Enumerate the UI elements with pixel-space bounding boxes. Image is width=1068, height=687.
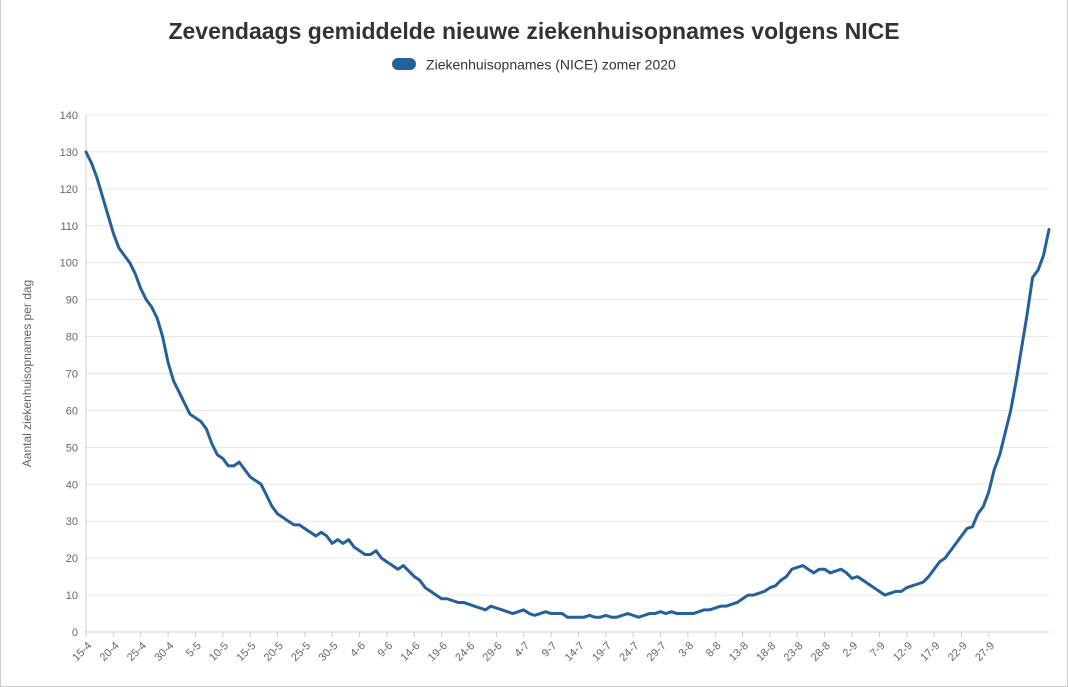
y-tick-label: 50 — [66, 442, 78, 454]
x-tick-label: 9-6 — [376, 640, 396, 660]
x-tick-label: 20-4 — [98, 640, 122, 664]
y-tick-label: 110 — [60, 221, 78, 233]
x-tick-label: 4-6 — [348, 640, 368, 660]
y-tick-label: 90 — [66, 295, 78, 307]
y-tick-label: 70 — [66, 369, 78, 381]
x-tick-label: 12-9 — [891, 640, 915, 664]
y-tick-label: 130 — [60, 147, 78, 159]
x-tick-label: 29-6 — [481, 640, 505, 664]
x-tick-label: 14-6 — [399, 640, 423, 664]
x-tick-label: 20-5 — [262, 640, 286, 664]
y-tick-label: 120 — [60, 184, 78, 196]
y-tick-label: 30 — [66, 516, 78, 528]
y-tick-label: 140 — [60, 110, 78, 122]
x-tick-label: 2-9 — [841, 640, 861, 660]
x-tick-label: 13-8 — [727, 640, 751, 664]
x-tick-label: 27-9 — [973, 640, 997, 664]
series-line — [86, 152, 1049, 617]
x-tick-label: 23-8 — [782, 640, 806, 664]
x-tick-label: 4-7 — [512, 640, 532, 660]
x-tick-label: 5-5 — [184, 640, 204, 660]
x-tick-label: 25-5 — [289, 640, 313, 664]
x-tick-label: 9-7 — [540, 640, 560, 660]
y-tick-label: 60 — [66, 405, 78, 417]
y-tick-label: 0 — [72, 627, 78, 639]
x-tick-label: 25-4 — [125, 640, 149, 664]
x-tick-label: 30-5 — [317, 640, 341, 664]
chart-container: Zevendaags gemiddelde nieuwe ziekenhuiso… — [0, 0, 1068, 687]
x-tick-label: 15-5 — [234, 640, 258, 664]
y-tick-label: 20 — [66, 553, 78, 565]
x-tick-label: 15-4 — [70, 640, 94, 664]
y-tick-label: 10 — [66, 590, 78, 602]
y-tick-label: 80 — [66, 332, 78, 344]
x-tick-label: 19-6 — [426, 640, 450, 664]
x-tick-label: 24-7 — [617, 640, 641, 664]
y-tick-label: 40 — [66, 479, 78, 491]
x-tick-label: 10-5 — [207, 640, 231, 664]
x-tick-label: 24-6 — [453, 640, 477, 664]
x-tick-label: 3-8 — [676, 640, 696, 660]
y-axis-title: Aantal ziekenhuisopnames per dag — [20, 280, 34, 467]
x-tick-label: 14-7 — [563, 640, 587, 664]
chart-plot: 010203040506070809010011012013014015-420… — [1, 0, 1068, 687]
x-tick-label: 8-8 — [704, 640, 724, 660]
x-tick-label: 30-4 — [152, 640, 176, 664]
x-tick-label: 17-9 — [918, 640, 942, 664]
x-tick-label: 19-7 — [590, 640, 614, 664]
x-tick-label: 7-9 — [868, 640, 888, 660]
x-tick-label: 29-7 — [645, 640, 669, 664]
x-tick-label: 18-8 — [754, 640, 778, 664]
x-tick-label: 22-9 — [946, 640, 970, 664]
y-tick-label: 100 — [60, 258, 78, 270]
x-tick-label: 28-8 — [809, 640, 833, 664]
